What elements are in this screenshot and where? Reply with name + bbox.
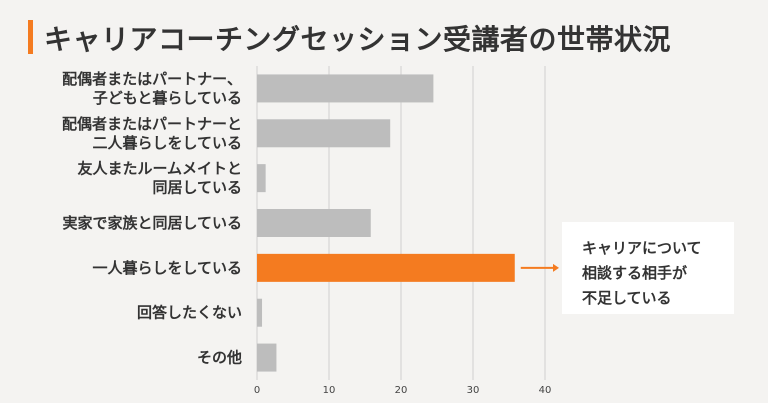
bar-highlighted [257, 253, 515, 282]
callout-line-3: 不足している [582, 289, 672, 307]
category-label: 友人またルームメイトと [77, 160, 242, 178]
bar [257, 119, 391, 148]
callout-box: キャリアについて 相談する相手が 不足している [562, 222, 734, 314]
category-label: 二人暮らしをしている [92, 134, 242, 152]
bar [257, 343, 277, 372]
bar [257, 209, 371, 237]
title-accent-bar [28, 20, 33, 54]
category-label: 実家で家族と同居している [62, 214, 242, 232]
callout-line-1: キャリアについて [582, 239, 702, 257]
category-label: 子どもと暮らしている [93, 89, 242, 107]
chart-title: キャリアコーチングセッション受講者の世帯状況 [44, 23, 672, 56]
x-tick-label: 10 [323, 385, 336, 396]
category-label: 回答したくない [137, 304, 242, 322]
category-label: その他 [197, 349, 242, 367]
x-tick-label: 0 [254, 385, 260, 396]
bar [257, 298, 263, 327]
callout-arrow-head-icon [553, 263, 559, 272]
category-label: 配偶者またはパートナー、 [62, 70, 242, 88]
x-tick-label: 40 [539, 385, 552, 396]
callout-line-2: 相談する相手が [582, 264, 688, 282]
category-label: 一人暮らしをしている [92, 259, 242, 277]
category-label: 配偶者またはパートナーと [62, 115, 242, 133]
bar [257, 74, 434, 103]
category-label: 同居している [152, 179, 242, 197]
x-tick-label: 30 [467, 385, 480, 396]
x-tick-label: 20 [395, 385, 408, 396]
bar [257, 164, 266, 193]
